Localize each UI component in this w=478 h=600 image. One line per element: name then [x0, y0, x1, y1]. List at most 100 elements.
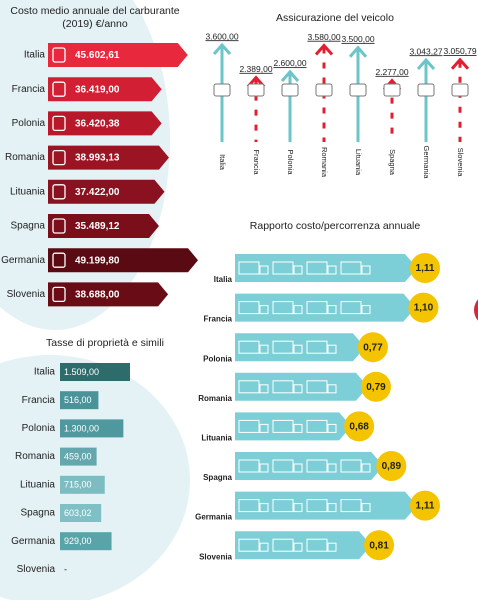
- truck-icon: [259, 344, 269, 354]
- truck-icon: [293, 503, 303, 513]
- value-marker: [410, 253, 440, 283]
- bar: [48, 179, 165, 204]
- truck-icon: [327, 384, 337, 394]
- category-label: Italia: [24, 50, 46, 61]
- value-label: 0,81: [369, 540, 389, 551]
- category-label: Slovenia: [7, 289, 46, 300]
- value-label: 603,02: [64, 508, 92, 518]
- car-icon: [281, 83, 299, 97]
- value-marker: [344, 411, 375, 442]
- value-label: -: [64, 564, 67, 574]
- truck-icon: [361, 265, 371, 275]
- arrow-head: [416, 57, 436, 70]
- truck-icon: [238, 380, 260, 394]
- bar: [235, 531, 372, 560]
- bar: [235, 333, 365, 362]
- truck-icon: [272, 459, 294, 473]
- truck-icon: [259, 423, 269, 433]
- value-label: 45.602,61: [75, 50, 120, 61]
- bar: [235, 254, 417, 282]
- category-label: Polonia: [286, 149, 295, 175]
- value-label: 3.050,79: [443, 46, 476, 56]
- truck-icon: [327, 503, 337, 513]
- category-label: Francia: [12, 84, 46, 95]
- truck-icon: [259, 265, 269, 275]
- bar: [48, 214, 159, 238]
- fuel-icon: [52, 218, 66, 234]
- category-label: Germania: [11, 536, 55, 547]
- truck-icon: [238, 419, 260, 433]
- bar: [48, 145, 169, 170]
- bar: [48, 111, 162, 136]
- truck-icon: [306, 538, 328, 552]
- truck-icon: [293, 344, 303, 354]
- arrow-head: [212, 42, 232, 55]
- category-label: Spagna: [21, 508, 56, 519]
- bar: [60, 475, 105, 494]
- value-label: 2.389,00: [239, 64, 272, 74]
- truck-icon: [238, 499, 260, 513]
- value-label: 0,77: [363, 342, 383, 353]
- truck-icon: [340, 261, 362, 275]
- category-label: Italia: [34, 367, 56, 378]
- truck-icon: [293, 542, 303, 552]
- truck-icon: [272, 340, 294, 354]
- truck-icon: [327, 542, 337, 552]
- value-label: 516,00: [64, 395, 92, 405]
- truck-icon: [306, 499, 328, 513]
- truck-icon: [293, 463, 303, 473]
- category-label: Spagna: [203, 473, 232, 482]
- truck-icon: [238, 340, 260, 354]
- category-label: Polonia: [12, 118, 46, 129]
- arrow-head: [450, 57, 470, 70]
- category-label: Francia: [204, 315, 233, 324]
- category-label: Polonia: [203, 354, 232, 363]
- truck-icon: [340, 459, 362, 473]
- car-icon: [247, 83, 265, 97]
- truck-icon: [327, 344, 337, 354]
- fuel-icon: [52, 252, 66, 268]
- value-label: 459,00: [64, 451, 92, 461]
- truck-icon: [327, 305, 337, 315]
- truck-icon: [259, 384, 269, 394]
- truck-icon: [238, 459, 260, 473]
- value-marker: [408, 292, 439, 323]
- value-marker: [376, 451, 407, 481]
- truck-icon: [293, 305, 303, 315]
- category-label: Lituania: [354, 149, 363, 176]
- truck-icon: [272, 538, 294, 552]
- chart-title: Costo medio annuale del carburante: [10, 5, 179, 17]
- category-label: Romania: [320, 147, 329, 178]
- chart-subtitle: (2019) €/anno: [62, 18, 128, 30]
- value-label: 36.419,00: [75, 84, 120, 95]
- truck-icon: [238, 538, 260, 552]
- value-marker: [357, 332, 388, 363]
- truck-icon: [306, 380, 328, 394]
- chart-title: Tasse di proprietà e simili: [46, 337, 164, 349]
- chart-title: Assicurazione del veicolo: [276, 12, 394, 24]
- value-label: 2.600,00: [273, 58, 306, 68]
- truck-icon: [238, 261, 260, 275]
- bar: [60, 504, 102, 522]
- bar: [60, 363, 130, 381]
- chart-title: Rapporto costo/percorrenza annuale: [250, 220, 421, 232]
- truck-icon: [259, 542, 269, 552]
- category-label: Francia: [252, 149, 261, 175]
- truck-icon: [293, 384, 303, 394]
- bar: [235, 452, 384, 480]
- bar: [48, 248, 198, 273]
- value-marker: [410, 490, 440, 521]
- truck-icon: [272, 499, 294, 513]
- fuel-icon: [52, 149, 66, 166]
- value-label: 38.993,13: [75, 153, 120, 164]
- bar: [235, 491, 417, 520]
- arrow-head: [314, 43, 334, 56]
- value-label: 3.600,00: [205, 31, 238, 41]
- car-icon: [349, 83, 367, 97]
- truck-icon: [340, 499, 362, 513]
- truck-icon: [272, 380, 294, 394]
- category-label: Spagna: [388, 149, 397, 176]
- bar: [235, 293, 416, 322]
- category-label: Lituania: [201, 434, 232, 443]
- category-label: Slovenia: [199, 552, 232, 561]
